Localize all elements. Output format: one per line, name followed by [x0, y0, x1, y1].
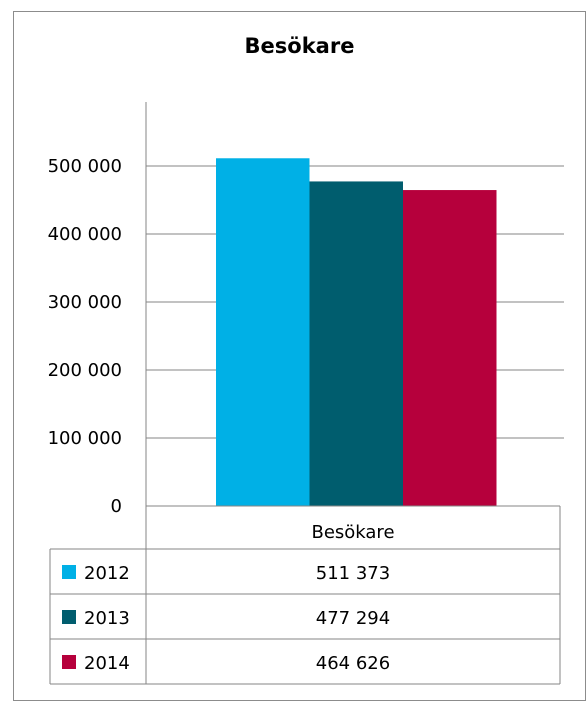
data-label-2013: 477 294	[316, 608, 390, 629]
legend-swatch-2013	[62, 610, 76, 624]
data-label-2012: 511 373	[316, 563, 390, 584]
axes: 0 100 000 200 000 300 000 400 000 500 000	[48, 102, 147, 517]
legend-label-2013: 2013	[84, 608, 130, 629]
data-table: Besökare 2012 511 373 2013 477 294 2014 464 62…	[49, 505, 561, 685]
bar-2013	[309, 181, 403, 507]
y-tick-label: 500 000	[48, 156, 122, 177]
bar-2014	[403, 190, 497, 506]
table-header-category: Besökare	[311, 522, 394, 543]
y-tick-label: 300 000	[48, 292, 122, 313]
legend-label-2012: 2012	[84, 563, 130, 584]
y-tick-label: 100 000	[48, 428, 122, 449]
bar-2012	[216, 158, 310, 506]
bars	[216, 158, 497, 507]
chart-title: Besökare	[244, 34, 355, 58]
legend-swatch-2012	[62, 565, 76, 579]
bar-chart: 0 100 000 200 000 300 000 400 000 500 000 Bes…	[48, 102, 564, 685]
legend-swatch-2014	[62, 655, 76, 669]
y-tick-label: 0	[111, 496, 122, 517]
y-tick-label: 200 000	[48, 360, 122, 381]
data-label-2014: 464 626	[316, 653, 390, 674]
y-tick-label: 400 000	[48, 224, 122, 245]
legend-label-2014: 2014	[84, 653, 130, 674]
